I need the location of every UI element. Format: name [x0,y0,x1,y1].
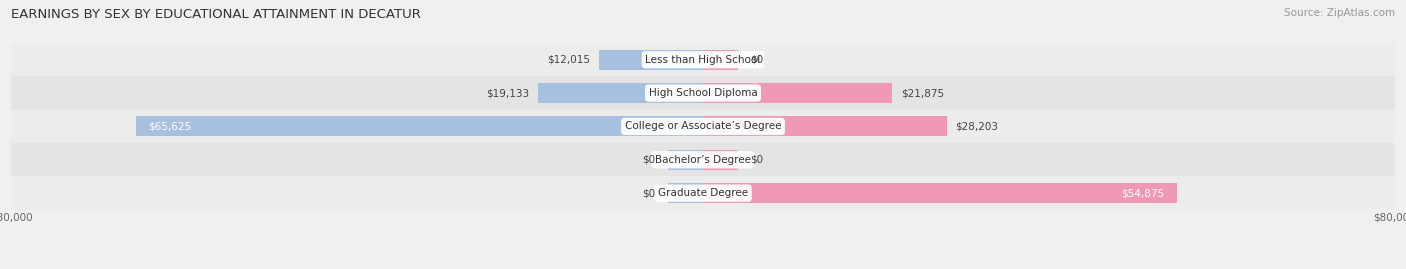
Bar [703,183,1177,203]
Bar [11,76,1395,110]
Bar [668,150,703,170]
Text: $0: $0 [751,155,763,165]
Bar [11,143,1395,176]
Text: $19,133: $19,133 [486,88,529,98]
Bar [11,43,1395,76]
Text: $54,875: $54,875 [1122,188,1164,198]
Text: Bachelor’s Degree: Bachelor’s Degree [655,155,751,165]
Text: Graduate Degree: Graduate Degree [658,188,748,198]
Bar [703,50,738,70]
Text: College or Associate’s Degree: College or Associate’s Degree [624,121,782,132]
Text: Less than High School: Less than High School [645,55,761,65]
Bar [668,183,703,203]
Bar [703,150,738,170]
Text: High School Diploma: High School Diploma [648,88,758,98]
Text: $21,875: $21,875 [901,88,943,98]
Text: $65,625: $65,625 [149,121,191,132]
Text: $0: $0 [751,55,763,65]
Text: $28,203: $28,203 [956,121,998,132]
Bar [135,116,703,136]
Text: $0: $0 [643,188,655,198]
Text: $0: $0 [643,155,655,165]
Bar [703,116,946,136]
Text: Source: ZipAtlas.com: Source: ZipAtlas.com [1284,8,1395,18]
Bar [599,50,703,70]
Bar [537,83,703,103]
Bar [703,83,893,103]
Text: EARNINGS BY SEX BY EDUCATIONAL ATTAINMENT IN DECATUR: EARNINGS BY SEX BY EDUCATIONAL ATTAINMEN… [11,8,422,21]
Bar [11,110,1395,143]
Text: $12,015: $12,015 [547,55,591,65]
Bar [11,176,1395,210]
